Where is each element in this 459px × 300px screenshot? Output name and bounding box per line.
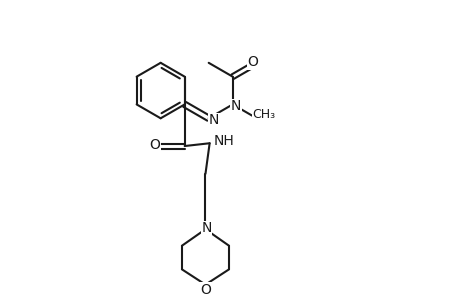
Text: NH: NH bbox=[213, 134, 233, 148]
Text: O: O bbox=[200, 283, 211, 297]
Text: N: N bbox=[208, 113, 218, 127]
Text: CH₃: CH₃ bbox=[252, 108, 275, 122]
Text: N: N bbox=[230, 99, 241, 113]
Text: O: O bbox=[247, 55, 258, 69]
Text: O: O bbox=[149, 138, 160, 152]
Text: N: N bbox=[201, 221, 211, 235]
